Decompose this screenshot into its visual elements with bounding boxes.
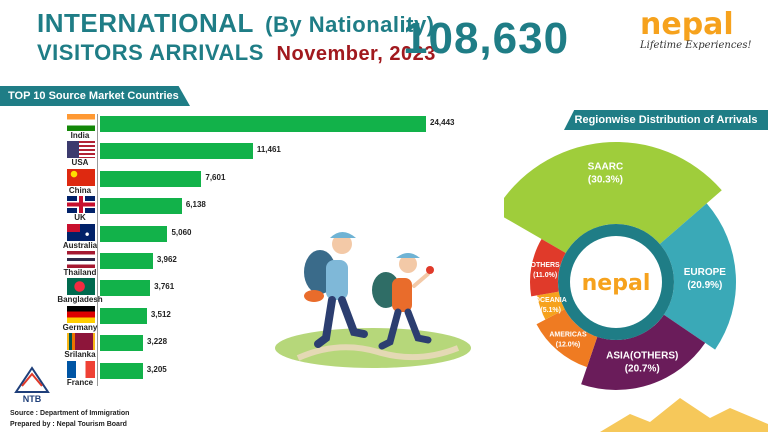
bar-row: Germany 3,512 <box>0 305 520 334</box>
logo-word: nepal <box>640 7 734 42</box>
source-note: Source : Department of Immigration Prepa… <box>10 408 129 430</box>
bar-value-label: 3,228 <box>147 337 168 347</box>
bar-row: Srilanka 3,228 <box>0 333 520 361</box>
title-line2: VISITORS ARRIVALS <box>37 40 264 65</box>
country-label: Australia <box>62 240 98 250</box>
prepared-line: Prepared by : Nepal Tourism Board <box>10 421 127 428</box>
hiker-1 <box>304 232 368 348</box>
bar-value-label: 3,205 <box>146 364 167 374</box>
nepal-logo: nepal Lifetime Experiences! <box>640 10 758 70</box>
center-logo: nepal <box>582 271 651 296</box>
bar-row: China 7,601 <box>0 168 520 197</box>
donut-labels: SAARC (30.3%) EUROPE (20.9%) ASIA(OTHERS) (20… <box>531 162 727 375</box>
donut-slice <box>659 203 736 350</box>
flag-icon <box>67 360 95 378</box>
flag-icon <box>67 223 95 241</box>
bar-value-label: 3,512 <box>150 309 171 319</box>
bar <box>100 280 151 297</box>
country-label: Bangladesh <box>57 295 103 305</box>
bar-value-label: 24,443 <box>430 118 455 127</box>
hiker-2 <box>372 253 434 350</box>
country-label: China <box>68 185 92 195</box>
country-label: Thailand <box>63 268 97 277</box>
flag-icon <box>67 114 95 131</box>
bar-row: USA 11,461 <box>0 141 520 169</box>
donut-slice <box>504 142 722 253</box>
country-label: Germany <box>62 322 98 332</box>
bar <box>100 170 202 187</box>
donut-center <box>570 236 662 328</box>
donut-slice <box>530 239 566 297</box>
page-subtitle: VISITORS ARRIVALS November, 2023 <box>37 40 436 66</box>
donut-slice <box>537 291 565 320</box>
bar-row: Bangladesh 3,761 <box>0 278 520 306</box>
ntb-text: NTB <box>23 394 42 404</box>
donut-category-label: OCEANIA <box>535 297 567 304</box>
bar-row: India 24,443 <box>0 114 520 142</box>
bar-row: Australia 5,060 <box>0 223 520 252</box>
mountain-decoration <box>600 398 768 432</box>
country-label: USA <box>71 158 89 168</box>
month-label: November, 2023 <box>276 43 436 65</box>
donut-slice <box>581 314 706 391</box>
country-label: UK <box>74 213 86 223</box>
bar <box>100 253 153 269</box>
bar-row: Thailand 3,962 <box>0 251 520 279</box>
donut-value-label: (30.3%) <box>588 175 623 186</box>
bar <box>100 335 144 352</box>
bar <box>100 307 147 324</box>
donut-category-label: AMERICAS <box>549 331 587 338</box>
country-label: Srilanka <box>64 350 96 360</box>
donut-slices <box>504 142 736 391</box>
flag-icon <box>67 278 95 296</box>
bar <box>100 362 143 379</box>
bar-value-label: 11,461 <box>256 145 281 155</box>
bar-value-label: 5,060 <box>171 227 192 237</box>
flag-icon <box>67 168 95 186</box>
donut-value-label: (20.9%) <box>687 280 722 291</box>
source-line: Source : Department of Immigration <box>10 410 130 417</box>
bar-value-label: 3,761 <box>154 282 175 292</box>
donut-value-label: (11.0%) <box>533 272 557 279</box>
donut-value-label: (20.7%) <box>625 364 660 375</box>
donut-slice <box>536 309 598 368</box>
country-label: France <box>66 377 94 387</box>
hikers-illustration <box>275 232 471 368</box>
flag-icon <box>67 305 95 323</box>
bar-value-label: 7,601 <box>205 172 226 182</box>
bar-row: France 3,205 <box>0 360 520 389</box>
total-arrivals: 108,630 <box>403 14 570 63</box>
country-label: India <box>70 131 90 140</box>
logo-tagline: Lifetime Experiences! <box>640 40 752 51</box>
flag-icon <box>67 333 95 351</box>
title-paren: (By Nationality) <box>265 12 435 37</box>
bar <box>100 143 253 160</box>
bar <box>100 198 182 215</box>
donut-category-label: OTHERS <box>531 262 561 269</box>
donut-value-label: (5.1%) <box>540 307 561 314</box>
bar-value-label: 3,962 <box>156 255 177 264</box>
bar-row: UK 6,138 <box>0 196 520 224</box>
donut-category-label: ASIA(OTHERS) <box>606 351 678 362</box>
donut-value-label: (12.0%) <box>556 341 581 348</box>
left-panel-title: TOP 10 Source Market Countries <box>0 86 190 106</box>
flag-icon <box>67 196 95 214</box>
region-donut-chart: nepal SAARC (30.3%) EUROPE (20.9%) ASIA(OTHE… <box>504 142 736 391</box>
donut-category-label: EUROPE <box>684 267 727 278</box>
ntb-logo: NTB <box>14 366 50 404</box>
bar-chart-axis <box>97 114 98 386</box>
bar <box>100 116 426 132</box>
flag-icon <box>67 141 95 159</box>
bar <box>100 225 168 242</box>
page-title: INTERNATIONAL (By Nationality) <box>37 8 435 39</box>
flag-icon <box>67 251 95 268</box>
donut-category-label: SAARC <box>588 162 624 173</box>
right-panel-title: Regionwise Distribution of Arrivals <box>564 110 768 130</box>
bar-value-label: 6,138 <box>185 200 206 210</box>
title-line1: INTERNATIONAL <box>37 8 254 38</box>
trail <box>296 344 460 361</box>
